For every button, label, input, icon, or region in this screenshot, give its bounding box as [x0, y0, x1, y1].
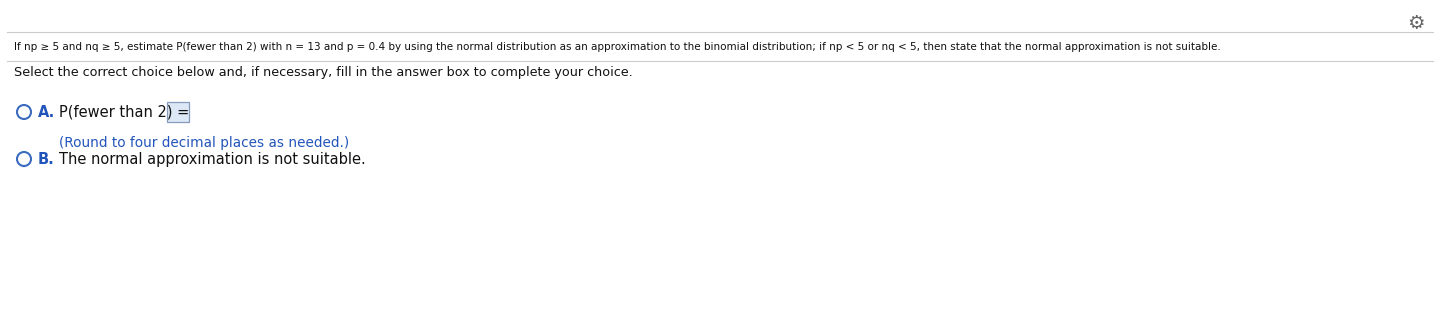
Text: ⚙: ⚙ [1407, 14, 1426, 33]
Text: A.: A. [37, 105, 55, 119]
Text: Select the correct choice below and, if necessary, fill in the answer box to com: Select the correct choice below and, if … [14, 66, 632, 79]
Text: (Round to four decimal places as needed.): (Round to four decimal places as needed.… [59, 136, 350, 150]
Text: P(fewer than 2) =: P(fewer than 2) = [59, 105, 189, 119]
Text: The normal approximation is not suitable.: The normal approximation is not suitable… [59, 151, 366, 166]
Text: B.: B. [37, 151, 55, 166]
FancyBboxPatch shape [167, 102, 189, 122]
Text: If np ≥ 5 and nq ≥ 5, estimate P(fewer than 2) with n = 13 and p = 0.4 by using : If np ≥ 5 and nq ≥ 5, estimate P(fewer t… [14, 42, 1221, 52]
